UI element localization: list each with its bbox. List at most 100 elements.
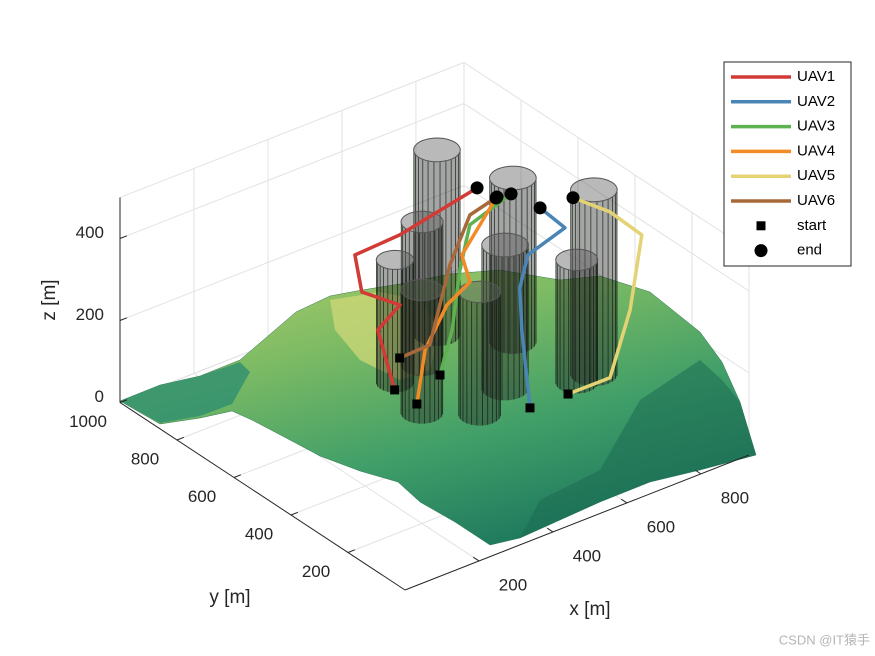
y-tick-label: 800 [131,449,159,468]
start-marker [525,403,535,413]
x-axis [404,454,750,591]
terrain-lowland [120,362,250,423]
obstacle-top-edge [375,249,415,270]
obstacle-top-edge [488,165,537,191]
obstacle-top [413,138,461,162]
y-tick-label: 400 [245,524,273,543]
z-tick [119,399,128,403]
obstacle-top-edge [481,232,529,258]
legend-swatch [754,244,768,258]
legend-label: UAV2 [797,93,835,110]
uav-path [353,186,479,391]
z-tick-label: 200 [76,305,104,324]
z-tick [119,317,128,321]
z-axis-label: z [m] [39,279,60,320]
y-tick [176,436,185,441]
grid-line [463,103,750,292]
uav-path [438,192,513,376]
x-tick-label: 400 [573,546,601,565]
obstacle-bottom [481,376,529,401]
obstacle-top [555,249,598,271]
watermark: CSDN @IT猿手 [779,632,870,647]
x-tick-label: 800 [721,488,749,507]
obstacle [400,278,444,424]
start-marker [435,370,445,380]
x-tick-label: 200 [499,575,527,594]
obstacle-side [400,290,443,414]
start-marker [412,399,422,409]
x-axis-label: x [m] [569,599,610,620]
legend-box [723,61,852,267]
obstacle-top [481,233,529,257]
y-axis-label: y [m] [209,587,250,608]
start-marker [390,385,400,395]
y-tick-label: 600 [188,487,216,506]
obstacle [458,280,502,426]
obstacle-top-edge [413,137,461,163]
box-edge [119,62,465,198]
obstacle-side [570,189,618,375]
obstacle-top [376,250,414,270]
x-tick [546,527,554,533]
legend-label: UAV3 [797,118,835,135]
obstacle-side [489,178,537,343]
obstacle-body [400,279,443,424]
legend-label: UAV5 [797,167,835,184]
y-tick [347,549,356,553]
obstacle-body [481,233,529,401]
x-tick [694,469,702,475]
grid-line [119,185,465,321]
obstacle-body [570,177,618,387]
end-marker [490,190,504,204]
box-edge [463,62,750,251]
obstacle-top [489,166,537,190]
x-tick [473,556,480,562]
z-tick-label: 0 [95,387,104,406]
obstacle-top [458,281,501,303]
legend-label: end [797,242,822,259]
legend-label: UAV1 [797,68,835,85]
obstacle-body [489,166,537,354]
legend-label: start [797,217,827,234]
y-tick [233,474,242,478]
legend-label: UAV4 [797,142,835,159]
obstacle-side [555,259,598,383]
y-tick-label: 1000 [69,412,107,431]
z-tick [119,235,128,239]
obstacle [555,248,599,394]
obstacle-top [400,279,443,301]
uav-path [415,197,498,405]
obstacle [569,177,618,387]
legend-label: UAV6 [797,192,835,209]
obstacle-side [481,245,529,389]
end-marker [470,181,484,195]
legend-swatch [756,221,766,231]
start-marker [563,389,573,399]
obstacle-top-edge [400,210,444,234]
obstacle-top-edge [458,280,502,304]
obstacle-bottom [400,402,443,424]
x-tick [620,498,628,504]
y-tick-label: 200 [302,562,330,581]
uav-path [567,196,644,396]
grid-line [119,103,465,239]
obstacle-bottom [458,404,501,426]
axes: 200 400 600 800 200 400 600 800 1000 0 200 400 [69,197,750,594]
uav-path [399,195,498,360]
obstacle [413,137,461,347]
obstacle-body [458,281,501,426]
obstacle-side [458,291,501,415]
obstacle-side [413,149,461,335]
start-marker [395,353,405,363]
y-tick [290,511,299,516]
obstacle-top [570,177,618,202]
x-tick-label: 600 [647,517,675,536]
obstacles [375,137,618,426]
legend: UAV1 UAV2 UAV3 UAV4 UAV5 UAV6 start end [723,61,852,267]
obstacle-bottom [376,373,414,393]
end-marker [533,201,547,215]
obstacle-body [555,249,598,394]
uav-paths [353,181,644,413]
end-marker [504,187,518,201]
